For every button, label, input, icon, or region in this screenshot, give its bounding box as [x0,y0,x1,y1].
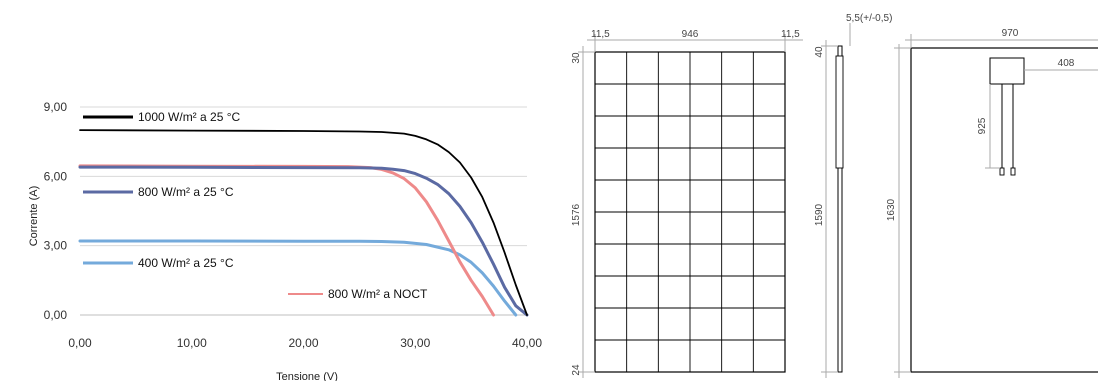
back-box-offset-label: 408 [1058,58,1075,69]
y-tick-label: 0,00 [44,308,68,322]
x-tick-label: 10,00 [177,336,207,350]
panel-front-view: 11,5 946 11,5 30 1576 24 [571,29,803,378]
side-profile [837,45,843,373]
front-bottom-margin-label: 24 [571,364,582,376]
series-line [78,165,529,317]
x-tick-label: 0,00 [68,336,92,350]
legend-label: 800 W/m² a NOCT [328,287,428,301]
y-tick-labels: 0,00 3,00 6,00 9,00 [44,100,68,322]
series-line [78,239,518,317]
x-tick-labels: 0,00 10,00 20,00 30,00 40,00 [68,336,542,350]
front-cell-grid [595,52,785,372]
side-top-label: 40 [814,46,825,58]
side-height-label: 1590 [814,203,825,226]
back-junction-box [989,57,1025,85]
x-tick-label: 30,00 [400,336,430,350]
front-margin-left-label: 11,5 [591,29,610,40]
y-tick-label: 3,00 [44,239,68,253]
legend-label: 400 W/m² a 25 °C [138,256,234,270]
panel-side-view: 5,5(+/-0,5) 40 1590 [814,13,892,378]
series-line [79,129,528,316]
back-width-label: 970 [1002,28,1019,39]
front-width-label: 946 [682,29,699,40]
y-tick-label: 6,00 [44,169,68,183]
back-cable-length-label: 925 [977,117,988,134]
front-margin-right-label: 11,5 [781,29,800,40]
side-junction-box [835,55,844,169]
back-height-label: 1630 [886,198,897,221]
y-tick-label: 9,00 [44,100,68,114]
back-connector-right [1010,167,1016,176]
back-panel-frame [910,47,1098,373]
x-axis-title: Tensione (V) [276,371,338,381]
iv-curve-chart: 0,00 3,00 6,00 9,00 0,00 10,00 20,00 30,00 40,0… [28,100,542,381]
side-thickness-label: 5,5(+/-0,5) [846,13,892,24]
x-tick-label: 20,00 [288,336,318,350]
chart-series [78,129,529,317]
chart-legend: 1000 W/m² a 25 °C 800 W/m² a 25 °C 400 W/m… [83,110,428,301]
front-height-label: 1576 [571,203,582,226]
chart-gridlines [80,106,527,247]
legend-label: 800 W/m² a 25 °C [138,185,234,199]
panel-back-view: 970 408 925 1630 [886,28,1098,378]
front-top-margin-label: 30 [571,52,582,64]
y-axis-title: Corrente (A) [28,186,40,247]
x-tick-label: 40,00 [512,336,542,350]
legend-label: 1000 W/m² a 25 °C [138,110,241,124]
back-connector-left [999,167,1005,176]
